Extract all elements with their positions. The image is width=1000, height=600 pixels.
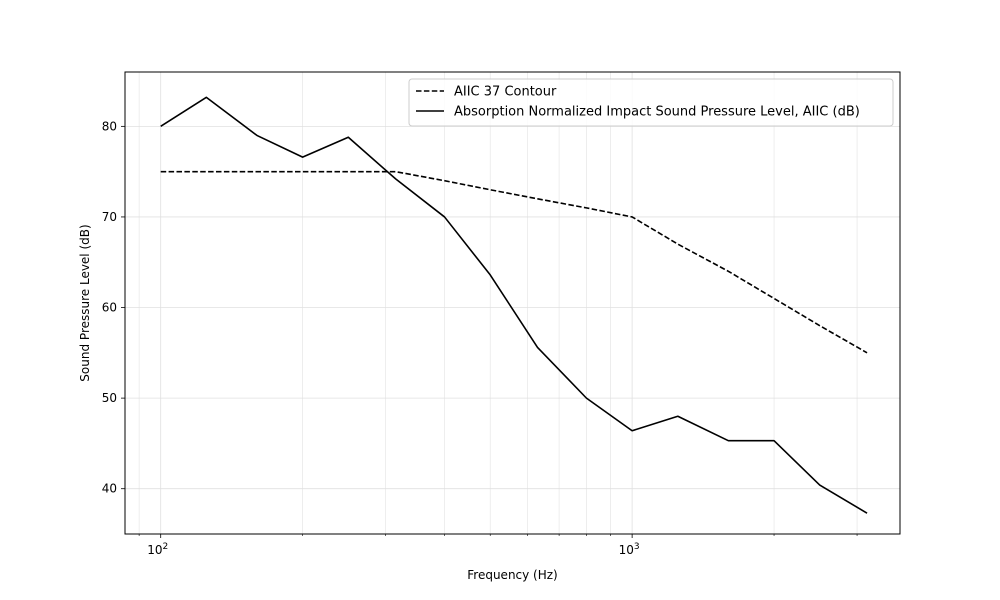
y-tick-label: 70: [102, 210, 117, 224]
y-axis-label: Sound Pressure Level (dB): [78, 224, 92, 381]
series-layer: [160, 96, 868, 514]
y-tick-label: 60: [102, 301, 117, 315]
series-line-aiic-level: [160, 96, 868, 514]
series-line-aiic-37-contour: [160, 170, 868, 354]
legend-label-aiic-contour: AIIC 37 Contour: [454, 85, 557, 100]
plot-frame: [124, 71, 901, 535]
legend: AIIC 37 Contour Absorption Normalized Im…: [408, 78, 894, 127]
legend-box: [408, 78, 894, 127]
y-tick-label: 80: [102, 119, 117, 133]
grid-layer: [125, 72, 900, 534]
y-axis: 40 50 60 70 80: [102, 119, 125, 496]
y-tick-label: 40: [102, 482, 117, 496]
x-tick-label: 103: [619, 542, 640, 557]
legend-label-aiic-level: Absorption Normalized Impact Sound Press…: [454, 105, 860, 120]
x-axis: 102 103: [138, 534, 858, 557]
x-axis-label: Frequency (Hz): [467, 568, 558, 582]
x-tick-label: 102: [147, 542, 168, 557]
y-tick-label: 50: [102, 391, 117, 405]
